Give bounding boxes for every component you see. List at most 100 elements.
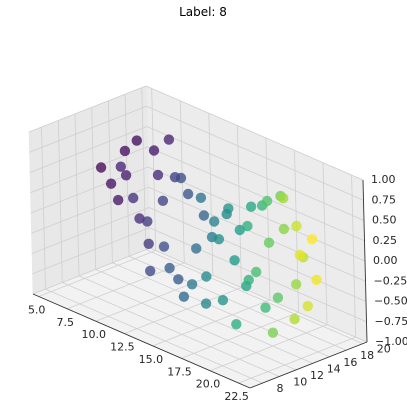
grid-line-y-floor bbox=[78, 275, 297, 371]
grid-line-z-side bbox=[32, 247, 151, 295]
y-tick-label: 14 bbox=[327, 362, 341, 375]
data-point bbox=[245, 201, 257, 212]
x-tick-label: 12.5 bbox=[110, 341, 135, 354]
data-point bbox=[182, 188, 194, 200]
data-point bbox=[152, 169, 164, 181]
data-point bbox=[201, 271, 212, 282]
data-point bbox=[260, 302, 271, 313]
y-axis-line bbox=[249, 341, 368, 389]
z-tick-label: 0.75 bbox=[372, 193, 397, 206]
grid-line-y-floor bbox=[95, 269, 313, 364]
x-tick-label: 5.0 bbox=[28, 304, 46, 317]
data-point bbox=[145, 265, 156, 277]
axis-lines bbox=[32, 179, 368, 389]
x-tick-label: 7.5 bbox=[57, 316, 75, 329]
data-point bbox=[243, 274, 254, 286]
chart-title: Label: 8 bbox=[179, 5, 227, 19]
data-point bbox=[119, 145, 131, 157]
grid-lines bbox=[28, 85, 368, 384]
grid-line-x-floor bbox=[181, 311, 299, 359]
z-tick-label: 0.50 bbox=[372, 214, 397, 227]
grid-line-x-floor bbox=[238, 336, 356, 384]
grid-line-z-back bbox=[145, 85, 364, 181]
grid-line-z-back bbox=[148, 186, 366, 282]
data-point bbox=[105, 178, 117, 189]
grid-line-z-side bbox=[32, 227, 150, 275]
y-tick-label: 10 bbox=[293, 376, 307, 389]
z-tick-label: −0.25 bbox=[374, 274, 407, 287]
data-point bbox=[267, 327, 279, 338]
grid-line-y-floor bbox=[45, 288, 263, 384]
data-point bbox=[163, 134, 175, 145]
data-point bbox=[115, 161, 127, 172]
data-point bbox=[134, 213, 145, 224]
data-point bbox=[186, 279, 198, 290]
data-point bbox=[175, 172, 187, 184]
z-tick-label: −1.00 bbox=[375, 335, 407, 348]
data-point bbox=[198, 210, 210, 221]
grid-line-y-floor bbox=[128, 255, 347, 351]
data-point bbox=[217, 295, 229, 306]
x-tick-label: 15.0 bbox=[139, 353, 164, 366]
grid-line-z-back bbox=[146, 105, 364, 201]
data-point bbox=[157, 195, 169, 206]
data-point bbox=[113, 194, 124, 206]
data-point bbox=[294, 249, 305, 261]
grid-line-z-side bbox=[28, 85, 147, 133]
data-point bbox=[158, 241, 170, 252]
data-point bbox=[195, 192, 207, 203]
data-point bbox=[291, 220, 302, 232]
x-tick-label: 22.5 bbox=[224, 390, 249, 403]
grid-line-x-floor bbox=[209, 324, 328, 372]
data-point bbox=[223, 203, 234, 214]
z-tick-label: −0.50 bbox=[374, 295, 407, 308]
grid-line-x-floor bbox=[152, 299, 271, 347]
data-point bbox=[302, 300, 313, 312]
data-point bbox=[178, 291, 190, 302]
grid-line-z-side bbox=[29, 126, 148, 173]
data-point bbox=[311, 274, 322, 285]
data-point bbox=[291, 279, 302, 290]
x-axis-line bbox=[32, 293, 251, 389]
data-point bbox=[164, 262, 175, 274]
z-tick-label: −0.75 bbox=[375, 315, 407, 328]
data-point bbox=[306, 234, 318, 245]
data-points bbox=[95, 134, 322, 338]
grid-line-x-floor bbox=[67, 262, 185, 310]
x-tick-label: 17.5 bbox=[167, 365, 192, 378]
data-point bbox=[120, 170, 132, 181]
z-tick-label: 0.00 bbox=[373, 254, 398, 267]
data-point bbox=[272, 292, 284, 303]
data-point bbox=[289, 314, 300, 325]
data-point bbox=[148, 145, 160, 156]
y-tick-label: 20 bbox=[377, 343, 391, 356]
data-point bbox=[242, 220, 253, 232]
data-point bbox=[278, 223, 290, 235]
y-tick-label: 8 bbox=[277, 382, 284, 395]
grid-line-z-back bbox=[147, 166, 366, 262]
data-point bbox=[200, 298, 212, 309]
data-point bbox=[143, 238, 154, 249]
grid-line-z-side bbox=[31, 207, 150, 254]
grid-line-x-floor bbox=[38, 250, 156, 297]
data-point bbox=[95, 162, 107, 173]
data-point bbox=[251, 266, 262, 278]
data-point bbox=[231, 319, 242, 330]
z-tick-label: 1.00 bbox=[371, 173, 396, 186]
data-point bbox=[263, 237, 275, 248]
data-point bbox=[209, 216, 220, 227]
grid-line-z-back bbox=[147, 146, 365, 242]
grid-line-y-floor bbox=[62, 282, 280, 377]
z-axis-line bbox=[362, 179, 368, 343]
data-point bbox=[278, 193, 289, 204]
grid-line-z-side bbox=[29, 105, 147, 153]
x-tick-label: 20.0 bbox=[196, 378, 221, 391]
grid-line-z-back bbox=[149, 247, 368, 343]
data-point bbox=[142, 216, 153, 227]
data-point bbox=[229, 255, 240, 266]
grid-line-y-floor bbox=[112, 262, 330, 358]
data-point bbox=[261, 195, 273, 207]
data-point bbox=[213, 234, 225, 245]
